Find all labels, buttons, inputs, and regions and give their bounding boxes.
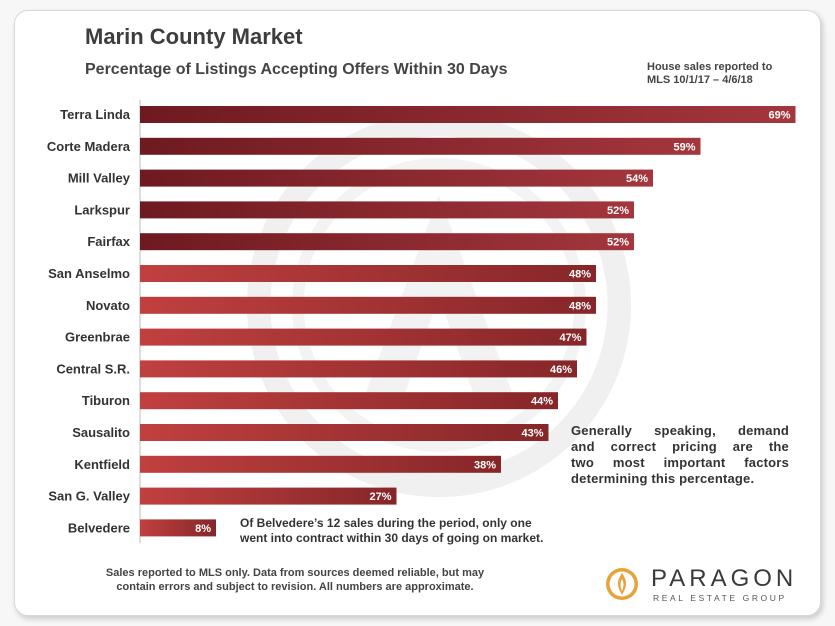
data-source-note: House sales reported to MLS 10/1/17 – 4/… <box>647 61 817 87</box>
bar <box>140 519 216 537</box>
value-label: 27% <box>369 491 391 503</box>
chart-subtitle: Percentage of Listings Accepting Offers … <box>85 61 508 78</box>
value-label: 8% <box>195 523 211 535</box>
category-label: Central S.R. <box>56 361 130 376</box>
category-label: Sausalito <box>72 425 130 440</box>
logo-name: PARAGON <box>651 565 798 592</box>
value-label: 52% <box>607 205 629 217</box>
bar <box>140 137 701 155</box>
category-label: Corte Madera <box>47 139 131 154</box>
category-label: Mill Valley <box>68 171 131 186</box>
category-label: Fairfax <box>87 234 130 249</box>
category-label: Belvedere <box>68 520 130 535</box>
commentary-line: Generally speaking, demand <box>571 423 789 438</box>
category-label: San G. Valley <box>48 489 130 504</box>
belvedere-annotation: Of Belvedere’s 12 sales during the perio… <box>240 516 570 546</box>
value-label: 43% <box>521 428 543 440</box>
bar <box>140 201 634 219</box>
category-label: Tiburon <box>82 393 130 408</box>
belvedere-annotation-line: Of Belvedere’s 12 sales during the perio… <box>240 516 532 530</box>
bar <box>140 424 549 441</box>
commentary-line: and correct pricing are the <box>571 439 789 454</box>
category-label: Larkspur <box>74 202 130 217</box>
value-label: 48% <box>569 269 591 281</box>
category-label: San Anselmo <box>48 266 130 281</box>
value-label: 47% <box>559 332 581 344</box>
value-label: 48% <box>569 300 591 312</box>
value-label: 38% <box>474 459 496 471</box>
category-label: Novato <box>86 298 130 313</box>
logo-tagline: REAL ESTATE GROUP <box>653 593 787 603</box>
commentary-line: determining this percentage. <box>571 471 755 486</box>
bar <box>140 328 587 346</box>
data-source-note-line: House sales reported to <box>647 61 773 73</box>
footer-line: contain errors and subject to revision. … <box>116 581 474 593</box>
paragon-flame-icon <box>606 568 638 600</box>
bar-chart: Terra Linda 69% Corte Madera 59% Mill Valley… <box>47 100 796 544</box>
category-label: Kentfield <box>74 457 130 472</box>
bar <box>140 296 596 314</box>
category-label: Terra Linda <box>60 107 131 122</box>
belvedere-annotation-line: went into contract within 30 days of goi… <box>240 531 544 545</box>
commentary-text: Generally speaking, demand and correct p… <box>571 423 789 487</box>
commentary-line: two most important factors <box>571 455 789 470</box>
bar <box>140 455 501 473</box>
chart-card: Marin County Market Percentage of Listin… <box>14 10 821 616</box>
bar <box>140 392 558 410</box>
value-label: 59% <box>673 141 695 153</box>
bar <box>140 233 634 251</box>
bar <box>140 106 796 123</box>
value-label: 54% <box>626 173 648 185</box>
value-label: 44% <box>531 396 553 408</box>
data-source-note-line: MLS 10/1/17 – 4/6/18 <box>647 74 753 86</box>
value-label: 46% <box>550 364 572 376</box>
category-label: Greenbrae <box>65 330 130 345</box>
bars-group: Terra Linda 69% Corte Madera 59% Mill Valley… <box>47 100 796 544</box>
value-label: 69% <box>768 110 790 122</box>
bar <box>140 360 577 378</box>
value-label: 52% <box>607 237 629 249</box>
bar <box>140 169 653 187</box>
footer-line: Sales reported to MLS only. Data from so… <box>105 567 485 579</box>
footer-disclaimer: Sales reported to MLS only. Data from so… <box>75 566 515 594</box>
bar <box>140 265 596 282</box>
chart-title: Marin County Market <box>85 24 303 49</box>
bar <box>140 487 397 505</box>
